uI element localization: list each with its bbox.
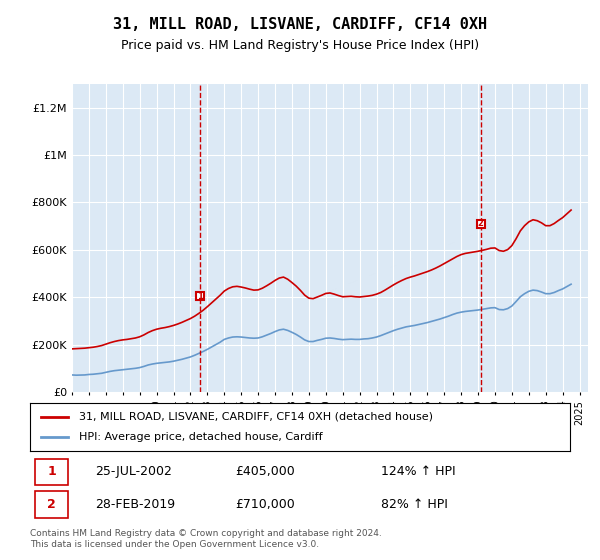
Text: 28-FEB-2019: 28-FEB-2019 [95, 498, 175, 511]
Text: 124% ↑ HPI: 124% ↑ HPI [381, 465, 455, 478]
Text: 31, MILL ROAD, LISVANE, CARDIFF, CF14 0XH (detached house): 31, MILL ROAD, LISVANE, CARDIFF, CF14 0X… [79, 412, 433, 422]
Text: £710,000: £710,000 [235, 498, 295, 511]
Text: 2: 2 [478, 220, 484, 228]
Text: Price paid vs. HM Land Registry's House Price Index (HPI): Price paid vs. HM Land Registry's House … [121, 39, 479, 52]
Text: £405,000: £405,000 [235, 465, 295, 478]
FancyBboxPatch shape [35, 459, 68, 485]
Text: 31, MILL ROAD, LISVANE, CARDIFF, CF14 0XH: 31, MILL ROAD, LISVANE, CARDIFF, CF14 0X… [113, 17, 487, 32]
Text: Contains HM Land Registry data © Crown copyright and database right 2024.
This d: Contains HM Land Registry data © Crown c… [30, 529, 382, 549]
Text: 1: 1 [197, 292, 203, 301]
Text: 1: 1 [47, 465, 56, 478]
Text: HPI: Average price, detached house, Cardiff: HPI: Average price, detached house, Card… [79, 432, 322, 442]
Text: 82% ↑ HPI: 82% ↑ HPI [381, 498, 448, 511]
Text: 25-JUL-2002: 25-JUL-2002 [95, 465, 172, 478]
Text: 2: 2 [47, 498, 56, 511]
FancyBboxPatch shape [35, 492, 68, 518]
